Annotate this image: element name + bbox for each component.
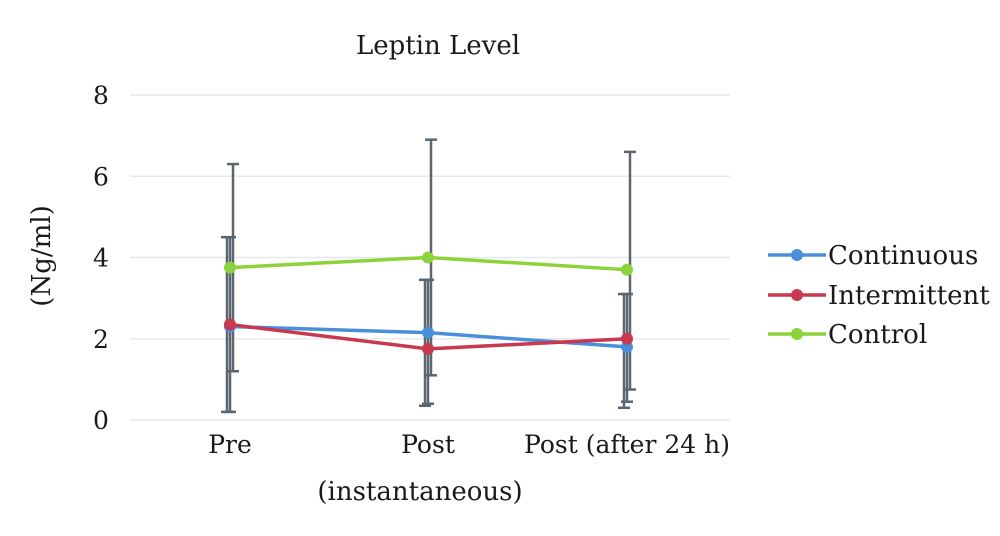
legend-marker [791, 328, 803, 340]
data-point [224, 318, 236, 331]
data-point [422, 342, 434, 355]
data-point [621, 332, 633, 345]
legend-marker [791, 289, 803, 301]
y-tick-label: 6 [93, 162, 109, 191]
series-lines [224, 251, 633, 355]
x-tick-label: Post [401, 430, 455, 459]
y-tick-label: 4 [93, 244, 109, 273]
y-tick-labels: 0 2 4 6 8 [93, 81, 109, 435]
y-axis-label: (Ng/ml) [27, 205, 57, 306]
y-tick-label: 2 [93, 325, 109, 354]
legend-marker [791, 249, 803, 261]
x-tick-label: Post (after 24 h) [524, 430, 730, 459]
y-tick-label: 8 [93, 81, 109, 110]
data-point [422, 251, 434, 264]
x-tick-label: Pre [208, 430, 252, 459]
legend-label: Control [828, 320, 927, 350]
data-point [422, 326, 434, 339]
legend: Continuous Intermittent Control [768, 241, 990, 350]
legend-label: Continuous [828, 241, 978, 271]
error-bars [221, 138, 636, 414]
chart-title: Leptin Level [356, 31, 520, 61]
y-tick-label: 0 [93, 406, 109, 435]
legend-label: Intermittent [828, 281, 990, 311]
x-axis-label: (instantaneous) [317, 477, 522, 507]
data-point [621, 263, 633, 276]
data-point [224, 261, 236, 274]
x-tick-labels: Pre Post Post (after 24 h) [208, 430, 730, 459]
